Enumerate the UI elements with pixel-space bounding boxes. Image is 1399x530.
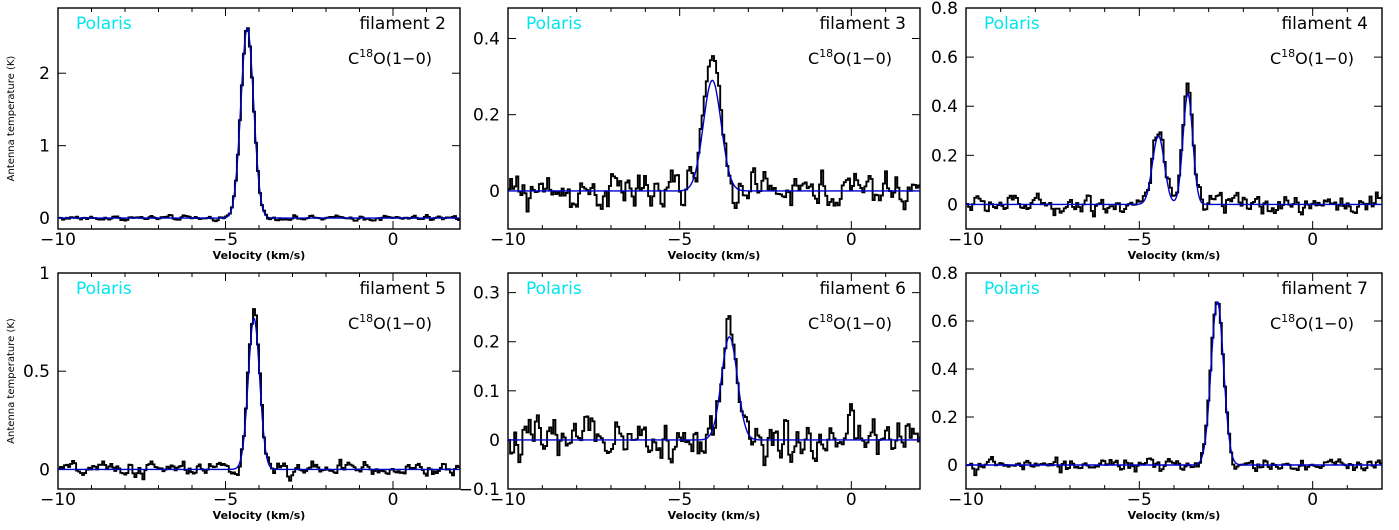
line-label: C18O(1−0) (348, 312, 432, 333)
source-label: Polaris (984, 279, 1040, 299)
panel-label: filament 6 (819, 279, 906, 299)
gaussian-fit (58, 317, 460, 471)
plot-frame (965, 272, 1383, 490)
panel-label: filament 5 (359, 279, 446, 299)
y-tick-label: 0.2 (473, 106, 500, 126)
source-label: Polaris (984, 14, 1040, 34)
plot-frame (507, 272, 921, 490)
x-axis-label: Velocity (km/s) (213, 249, 306, 262)
line-label: C18O(1−0) (348, 47, 432, 68)
y-tick-label: 0 (39, 209, 50, 229)
line-label: C18O(1−0) (808, 312, 892, 333)
y-tick-label: 0.2 (931, 146, 958, 166)
y-tick-label: 0 (39, 460, 50, 480)
line-label: C18O(1−0) (1270, 47, 1354, 68)
x-tick-label: −10 (490, 230, 526, 250)
x-tick-label: 0 (388, 230, 399, 250)
y-axis-label: Antenna temperature (K) (6, 56, 17, 182)
x-axis-label: Velocity (km/s) (1128, 509, 1221, 522)
x-tick-label: 0 (1307, 490, 1318, 510)
y-tick-label: −0.1 (459, 480, 500, 500)
panel-label: filament 4 (1281, 14, 1368, 34)
source-label: Polaris (526, 14, 582, 34)
x-axis-label: Velocity (km/s) (1128, 249, 1221, 262)
x-tick-label: −10 (490, 490, 526, 510)
x-axis-label: Velocity (km/s) (213, 509, 306, 522)
x-axis-label: Velocity (km/s) (668, 509, 761, 522)
x-tick-label: −10 (40, 490, 76, 510)
source-label: Polaris (76, 279, 132, 299)
panel-label: filament 3 (819, 14, 906, 34)
x-tick-label: 0 (846, 490, 857, 510)
gaussian-fit (508, 79, 920, 192)
spectrum-panel-3: −10 −5 0 0 0.2 0.4 0.6 0.8 Velocity (km/s) Polari… (931, 0, 1383, 262)
plot-frame (57, 272, 461, 490)
y-tick-label: 0 (489, 431, 500, 451)
x-tick-label: −10 (948, 490, 984, 510)
line-label: C18O(1−0) (1270, 312, 1354, 333)
panel-label: filament 2 (359, 14, 446, 34)
x-tick-label: 0 (388, 490, 399, 510)
y-tick-label: 0 (947, 195, 958, 215)
gaussian-fit (966, 301, 1382, 466)
y-tick-label: 1 (39, 137, 50, 157)
x-tick-label: −5 (667, 230, 692, 250)
y-tick-label: 2 (39, 64, 50, 84)
y-tick-label: 0.5 (23, 362, 50, 382)
x-axis-label: Velocity (km/s) (668, 249, 761, 262)
x-tick-label: 0 (846, 230, 857, 250)
spectrum-panel-2: −10 −5 0 0 0.2 0.4 Velocity (km/s) Polaris filam… (473, 7, 921, 262)
gaussian-fit (508, 336, 920, 441)
y-tick-label: 0.4 (473, 29, 500, 49)
x-tick-label: −5 (667, 490, 692, 510)
y-tick-label: 0.3 (473, 284, 500, 304)
x-tick-label: 0 (1307, 230, 1318, 250)
source-label: Polaris (76, 14, 132, 34)
source-label: Polaris (526, 279, 582, 299)
gaussian-fit (966, 92, 1382, 206)
x-tick-label: −5 (1127, 490, 1152, 510)
y-axis-label: Antenna temperature (K) (6, 318, 17, 444)
observed-spectrum (966, 301, 1382, 477)
spectrum-panel-5: −10 −5 0 −0.1 0 0.1 0.2 0.3 Velocity (km/s) Polar… (459, 272, 921, 522)
gaussian-fit (58, 27, 460, 219)
y-tick-label: 0.2 (931, 408, 958, 428)
y-tick-label: 0.6 (931, 48, 958, 68)
x-tick-label: −5 (213, 490, 238, 510)
x-tick-label: −10 (948, 230, 984, 250)
y-tick-label: 0.1 (473, 382, 500, 402)
spectrum-panel-6: −10 −5 0 0 0.2 0.4 0.6 0.8 Velocity (km/s) Polari… (931, 264, 1383, 522)
y-tick-label: 0.8 (931, 264, 958, 284)
line-label: C18O(1−0) (808, 47, 892, 68)
observed-spectrum (508, 55, 920, 213)
y-tick-label: 0.6 (931, 312, 958, 332)
x-tick-label: −5 (1127, 230, 1152, 250)
panel-label: filament 7 (1281, 279, 1368, 299)
observed-spectrum (508, 315, 920, 467)
y-tick-label: 0 (947, 456, 958, 476)
x-tick-label: −5 (213, 230, 238, 250)
observed-spectrum (966, 82, 1382, 218)
y-tick-label: 1 (39, 264, 50, 284)
spectrum-panel-1: −10 −5 0 0 1 2 Velocity (km/s) Antenna temperat… (6, 7, 461, 262)
y-tick-label: 0 (489, 182, 500, 202)
spectrum-panel-4: −10 −5 0 0 0.5 1 Velocity (km/s) Antenna temper… (6, 264, 461, 522)
plot-frame (57, 7, 461, 230)
y-tick-label: 0.8 (931, 0, 958, 19)
y-tick-label: 0.2 (473, 333, 500, 353)
x-tick-label: −10 (40, 230, 76, 250)
y-tick-label: 0.4 (931, 97, 958, 117)
y-tick-label: 0.4 (931, 360, 958, 380)
observed-spectrum (58, 308, 460, 482)
